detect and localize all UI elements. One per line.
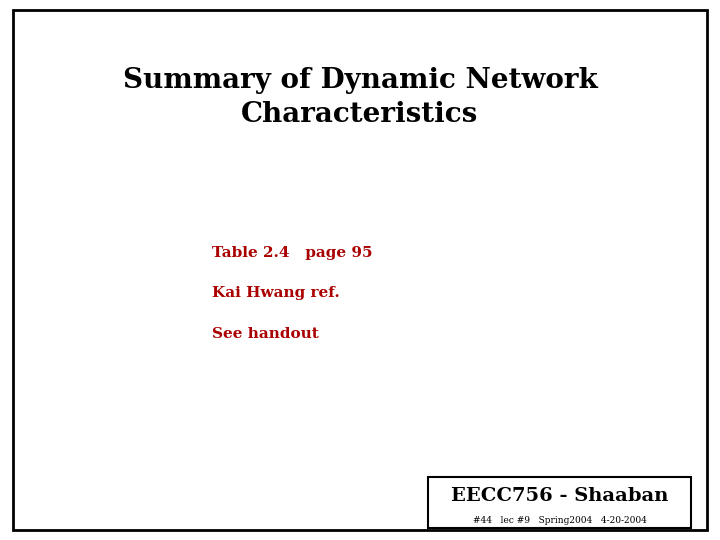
- Text: Table 2.4   page 95: Table 2.4 page 95: [212, 246, 373, 260]
- Text: See handout: See handout: [212, 327, 319, 341]
- Text: Summary of Dynamic Network
Characteristics: Summary of Dynamic Network Characteristi…: [122, 68, 598, 128]
- Bar: [428, 477, 691, 528]
- Text: EECC756 - Shaaban: EECC756 - Shaaban: [451, 487, 668, 505]
- Text: Kai Hwang ref.: Kai Hwang ref.: [212, 286, 340, 300]
- Text: #44   lec #9   Spring2004   4-20-2004: #44 lec #9 Spring2004 4-20-2004: [473, 516, 647, 525]
